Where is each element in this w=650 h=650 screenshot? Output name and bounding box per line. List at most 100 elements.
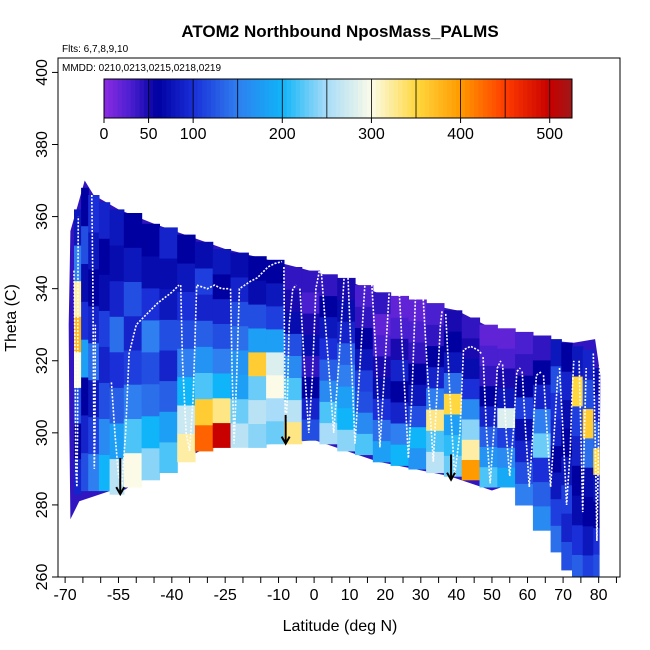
- heat-cell: [319, 337, 338, 360]
- heat-cell: [319, 380, 338, 402]
- heat-cell: [319, 274, 338, 297]
- heat-cell: [561, 427, 573, 457]
- colorbar-swatch: [273, 79, 279, 118]
- heat-cell: [461, 439, 481, 460]
- heat-cell: [194, 424, 214, 452]
- heat-cell: [177, 348, 196, 378]
- heat-cell: [159, 288, 178, 320]
- heat-cell: [515, 440, 534, 463]
- colorbar-swatch: [411, 79, 417, 118]
- colorbar-tick-label: 300: [358, 126, 385, 143]
- heat-cell: [230, 325, 249, 351]
- colorbar-swatch: [518, 79, 524, 118]
- heat-cell: [443, 331, 463, 353]
- heat-cell: [461, 358, 481, 379]
- heat-cell: [355, 327, 374, 350]
- colorbar-swatch: [148, 79, 154, 118]
- heat-cell: [479, 426, 498, 447]
- heat-cell: [109, 209, 125, 246]
- colorbar-swatch: [144, 79, 150, 118]
- colorbar-swatch: [429, 79, 435, 118]
- heat-cell: [426, 387, 445, 410]
- heat-cell: [572, 435, 584, 466]
- colorbar-swatch: [447, 79, 453, 118]
- heat-cell: [593, 421, 600, 449]
- heat-cell: [443, 434, 463, 456]
- flight-track: [347, 266, 370, 444]
- heat-cell: [550, 525, 562, 553]
- heat-cell: [593, 554, 600, 577]
- colorbar-swatch: [206, 79, 212, 118]
- colorbar-swatch: [157, 79, 163, 118]
- heat-cell: [461, 337, 481, 359]
- heat-cell: [426, 430, 445, 452]
- colorbar-swatch: [438, 79, 444, 118]
- flight-track: [73, 216, 80, 487]
- heat-cell: [74, 209, 82, 246]
- x-tick-label: -40: [160, 587, 183, 604]
- heat-cell: [177, 263, 196, 292]
- heat-cell: [561, 342, 573, 372]
- x-tick-label: -10: [267, 587, 290, 604]
- heat-cell: [497, 387, 516, 409]
- heat-cell: [266, 374, 285, 399]
- colorbar-swatch: [242, 79, 248, 118]
- heat-cell: [443, 413, 463, 436]
- heat-cell: [141, 255, 160, 289]
- heat-cell: [582, 496, 594, 527]
- colorbar-swatch: [540, 79, 546, 118]
- heat-cell: [390, 401, 409, 424]
- x-tick-label: 0: [310, 587, 319, 604]
- heat-cell: [159, 441, 178, 473]
- heat-cell: [515, 375, 534, 398]
- heat-cell: [74, 422, 82, 460]
- colorbar-swatch: [389, 79, 395, 118]
- x-tick-label: 60: [519, 587, 537, 604]
- colorbar-swatch: [121, 79, 127, 118]
- heat-cell: [283, 377, 303, 401]
- heat-cell: [319, 422, 338, 445]
- heat-cell: [461, 317, 481, 339]
- heat-cell: [88, 416, 100, 455]
- heat-cell: [194, 267, 214, 295]
- heat-cell: [479, 466, 498, 488]
- heat-cell: [248, 351, 267, 377]
- heat-cell: [88, 268, 100, 307]
- heat-cell: [248, 375, 267, 401]
- heat-cell: [355, 285, 374, 307]
- arrow-markers: [115, 414, 456, 497]
- heat-cell: [497, 447, 516, 468]
- colorbar-swatch: [326, 79, 332, 118]
- colorbar-swatch: [442, 79, 448, 118]
- heat-cell: [194, 398, 214, 426]
- heat-cell: [390, 380, 409, 403]
- heat-cell: [123, 452, 143, 488]
- heat-cell: [159, 411, 178, 443]
- colorbar-swatch: [451, 79, 457, 118]
- flights-note: Flts: 6,7,8,9,10: [62, 44, 129, 55]
- flight-track: [421, 288, 443, 462]
- heat-cell: [561, 456, 573, 486]
- x-tick-label: 10: [341, 587, 359, 604]
- heat-cell: [212, 372, 232, 399]
- heat-cell: [582, 349, 594, 380]
- heat-cell: [109, 245, 125, 282]
- heat-cell: [593, 447, 600, 475]
- colorbar-swatch: [416, 79, 421, 118]
- colorbar-swatch: [193, 79, 199, 118]
- colorbar-swatch: [505, 79, 511, 118]
- x-tick-label: 20: [376, 587, 394, 604]
- heat-cell: [408, 341, 427, 364]
- heat-cell: [515, 331, 534, 355]
- colorbar-swatch: [255, 79, 261, 118]
- colorbar-swatch: [202, 79, 208, 118]
- colorbar-swatch: [322, 79, 328, 118]
- flight-track: [179, 283, 229, 452]
- colorbar-swatch: [380, 79, 386, 118]
- heat-cell: [230, 374, 249, 400]
- heat-cell: [372, 419, 392, 442]
- heat-cell: [123, 281, 143, 317]
- colorbar-swatch: [545, 79, 551, 118]
- y-tick-label: 300: [34, 419, 51, 446]
